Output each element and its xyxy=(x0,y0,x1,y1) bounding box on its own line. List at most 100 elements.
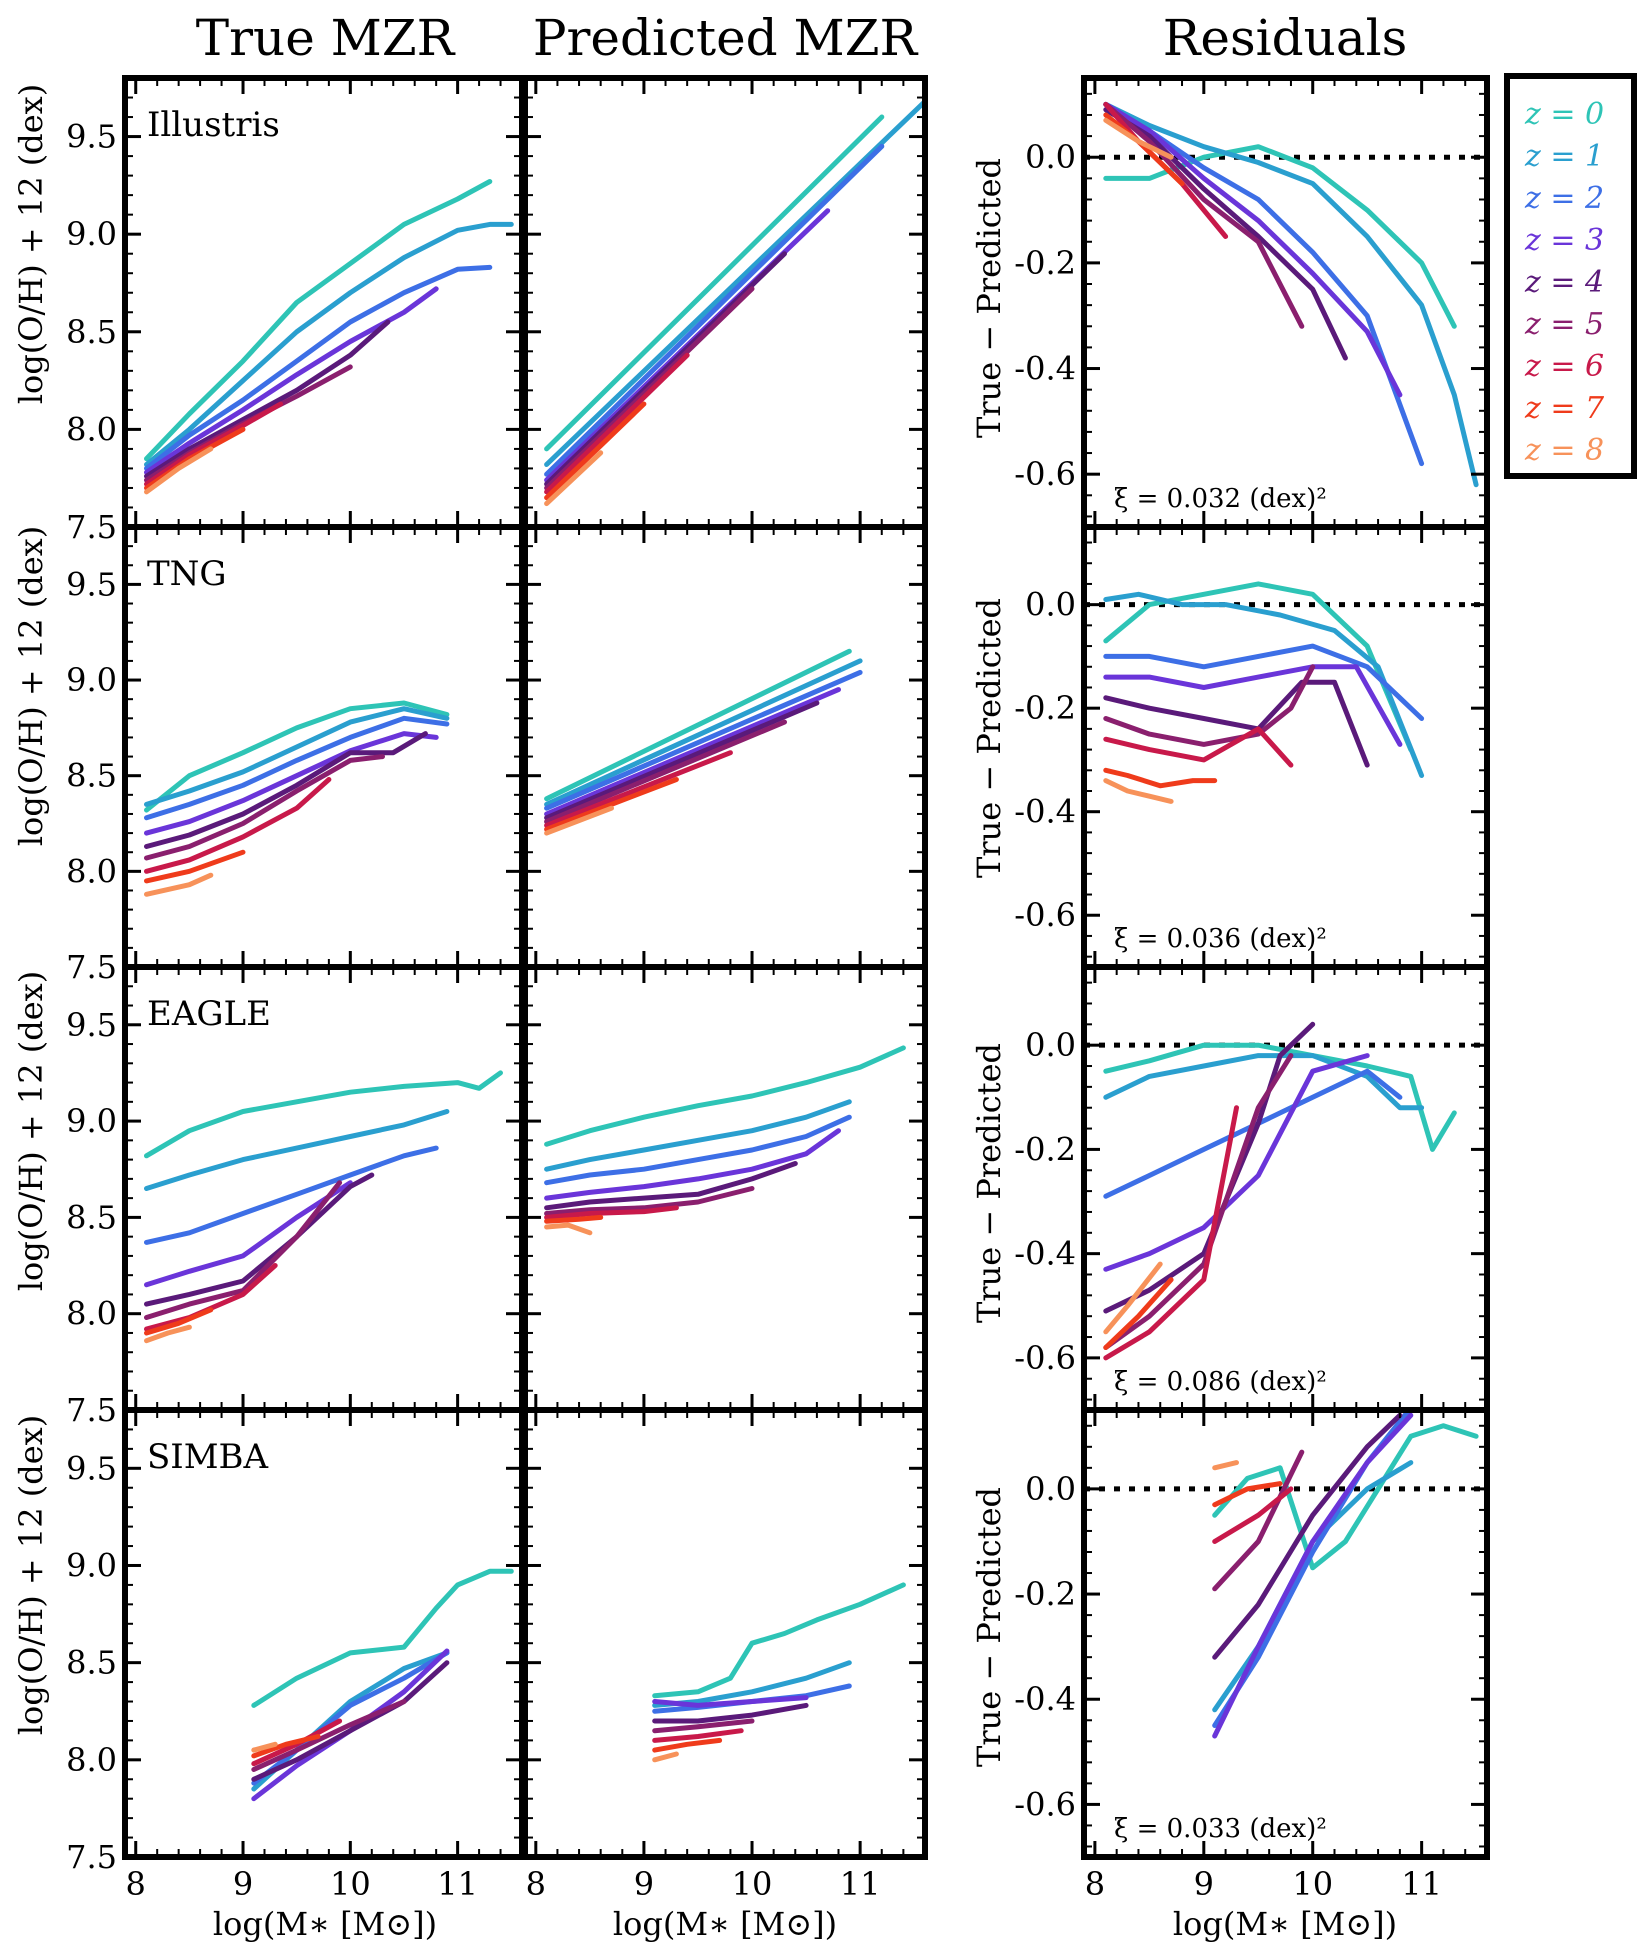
x-tick-label: 9 xyxy=(233,1865,253,1903)
series-line-z6 xyxy=(652,1728,744,1743)
y-tick-label: 0.0 xyxy=(1025,138,1076,176)
series-group xyxy=(544,648,863,836)
series-line-z2 xyxy=(544,1114,852,1186)
series-line-z4 xyxy=(144,1172,375,1307)
series-line-z1 xyxy=(544,658,863,807)
series-line-z8 xyxy=(1103,117,1174,160)
series-group xyxy=(1103,101,1479,488)
series-line-z4 xyxy=(144,731,428,849)
series-line-z7 xyxy=(144,849,246,884)
series-line-z3 xyxy=(544,1128,841,1201)
series-line-z0 xyxy=(251,1568,514,1708)
series-line-z1 xyxy=(144,706,450,807)
series-line-z7 xyxy=(1103,1277,1174,1350)
series-line-z6 xyxy=(144,1263,278,1332)
y-tick-label: 7.5 xyxy=(66,1391,117,1429)
y-tick-label: 7.5 xyxy=(66,948,117,986)
series-line-z2 xyxy=(544,143,885,477)
series-line-z1 xyxy=(1103,1053,1425,1111)
series-line-z4 xyxy=(251,1660,450,1782)
series-line-z0 xyxy=(544,114,885,452)
series-line-z8 xyxy=(1103,778,1174,804)
series-line-z4 xyxy=(652,1702,809,1724)
legend-entry-z8: z = 8 xyxy=(1524,433,1604,468)
series-line-z8 xyxy=(544,805,614,836)
panel-frame xyxy=(1081,964,1490,1413)
series-line-z8 xyxy=(544,1222,593,1236)
series-line-z3 xyxy=(144,286,439,475)
series-line-z3 xyxy=(652,1695,809,1708)
y-tick-label: -0.4 xyxy=(1014,1235,1076,1273)
y-tick-label: 8.0 xyxy=(66,1741,117,1779)
series-line-z3 xyxy=(1103,664,1403,747)
series-line-z7 xyxy=(1103,767,1218,789)
series-line-z5 xyxy=(652,1718,755,1734)
xi-annotation: ξ = 0.033 (dex)² xyxy=(1114,1814,1327,1844)
ylabel-right-row-2: True − Predicted xyxy=(970,1043,1008,1323)
series-line-z2 xyxy=(544,669,863,811)
legend: z = 0 z = 1 z = 2 z = 3 z = 4 z = 5 z = … xyxy=(1504,73,1637,479)
ylabel-left-row-1: log(O/H) + 12 (dex) xyxy=(12,526,50,846)
series-line-z3 xyxy=(544,687,841,817)
xlabel-col-2: log(M∗ [M⊙]) xyxy=(1173,1905,1397,1943)
series-line-z8 xyxy=(1212,1460,1239,1471)
ylabel-right-row-3: True − Predicted xyxy=(970,1487,1008,1767)
series-line-z4 xyxy=(544,1161,798,1211)
series-line-z1 xyxy=(1103,591,1425,778)
series-line-z5 xyxy=(544,719,787,825)
y-tick-label: 8.5 xyxy=(66,757,117,795)
series-line-z7 xyxy=(544,777,679,832)
x-tick-label: 10 xyxy=(732,1865,773,1903)
series-line-z8 xyxy=(1103,1261,1163,1335)
x-tick-label: 8 xyxy=(1085,1865,1105,1903)
series-line-z7 xyxy=(1212,1481,1283,1508)
xlabel-col-0: log(M∗ [M⊙]) xyxy=(213,1905,437,1943)
legend-entry-z0: z = 0 xyxy=(1524,97,1604,132)
y-tick-label: -0.2 xyxy=(1014,689,1076,727)
series-line-z7 xyxy=(544,401,647,501)
series-group xyxy=(144,700,450,897)
series-group xyxy=(652,1582,906,1763)
series-group xyxy=(144,179,514,495)
series-line-z8 xyxy=(544,450,604,507)
y-tick-label: -0.6 xyxy=(1014,455,1076,493)
y-tick-label: 9.5 xyxy=(66,1449,117,1487)
y-tick-label: 9.0 xyxy=(66,661,117,699)
panel-0-0: 7.5 8.0 8.5 9.0 9.5 Illustris xyxy=(66,75,525,546)
panel-1-1 xyxy=(522,524,928,970)
series-line-z4 xyxy=(1212,1412,1403,1660)
series-line-z2 xyxy=(144,1145,439,1245)
series-line-z6 xyxy=(144,777,332,874)
panel-3-1: 8 9 10 11 xyxy=(522,1407,928,1903)
series-line-z0 xyxy=(544,648,852,802)
panel-1-2: -0.6 -0.4 -0.2 0.0 ξ = 0.036 (dex)² xyxy=(1014,524,1490,970)
series-line-z6 xyxy=(544,1205,679,1220)
series-line-z6 xyxy=(544,750,733,828)
panel-frame xyxy=(1081,1407,1490,1860)
x-tick-label: 8 xyxy=(126,1865,146,1903)
series-group xyxy=(1103,581,1425,804)
y-tick-label: 0.0 xyxy=(1025,1026,1076,1064)
y-tick-label: 7.5 xyxy=(66,1838,117,1876)
series-line-z6 xyxy=(1103,726,1294,768)
column-title-predicted: Predicted MZR xyxy=(533,9,919,67)
xi-annotation: ξ = 0.032 (dex)² xyxy=(1114,484,1327,514)
series-line-z2 xyxy=(251,1650,450,1786)
row-label: TNG xyxy=(147,554,227,594)
series-line-z6 xyxy=(144,401,284,487)
y-tick-label: 9.0 xyxy=(66,1102,117,1140)
series-line-z1 xyxy=(544,98,925,467)
y-tick-label: 7.5 xyxy=(66,508,117,546)
y-tick-label: 8.0 xyxy=(66,410,117,448)
series-line-z0 xyxy=(1212,1423,1479,1571)
series-line-z7 xyxy=(144,426,246,491)
column-title-residuals: Residuals xyxy=(1163,9,1408,67)
series-line-z0 xyxy=(544,1045,906,1147)
legend-frame xyxy=(1504,73,1637,479)
x-tick-label: 10 xyxy=(1292,1865,1333,1903)
x-tick-label: 10 xyxy=(330,1865,371,1903)
x-tick-label: 9 xyxy=(634,1865,654,1903)
y-tick-label: 8.5 xyxy=(66,1198,117,1236)
series-line-z5 xyxy=(144,1180,343,1320)
legend-entry-z5: z = 5 xyxy=(1524,307,1604,342)
